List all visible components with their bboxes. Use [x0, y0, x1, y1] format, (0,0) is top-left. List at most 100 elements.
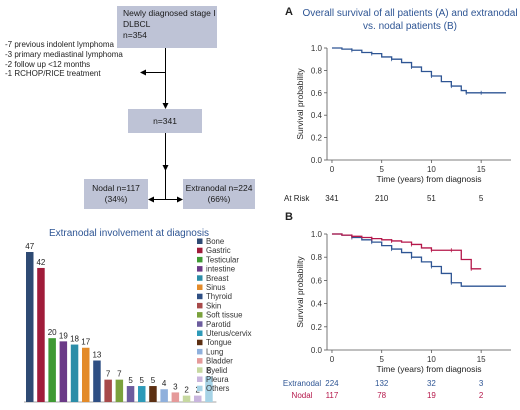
legend-swatch: [197, 275, 203, 281]
at-risk-count: 32: [427, 379, 436, 388]
legend-swatch: [197, 385, 203, 392]
bar-parotid: [126, 386, 135, 402]
y-tick-label: 1.0: [311, 230, 323, 239]
survival-a-title-line-2: vs. nodal patients (B): [363, 20, 457, 32]
y-tick-label: 0.8: [311, 253, 323, 262]
extranodal-box-line-2: (66%): [207, 194, 231, 204]
connector-split: [165, 171, 166, 200]
cohort-box-label: n=341: [153, 116, 177, 126]
legend-swatch: [197, 256, 203, 263]
bar-bone: [26, 252, 34, 402]
y-tick-label: 0.8: [311, 66, 323, 75]
bar-value-label: 13: [92, 351, 101, 360]
nodal-box: Nodal n=117 (34%): [84, 179, 148, 209]
bar-others: [205, 376, 213, 402]
extranodal-box-line-1: Extranodal n=224: [185, 183, 253, 193]
legend-item: Tongue: [206, 338, 232, 347]
connector-top: [165, 48, 166, 104]
legend-swatch: [197, 238, 203, 244]
connector-exclusion: [146, 72, 166, 73]
survival-a-title-line-1: Overall survival of all patients (A) and…: [302, 8, 518, 19]
x-axis-label: Time (years) from diagnosis: [376, 174, 481, 184]
bar-value-label: 5: [128, 376, 133, 385]
at-risk-count: 210: [375, 194, 389, 203]
x-tick-label: 5: [379, 165, 384, 174]
bar-value-label: 7: [106, 370, 111, 379]
legend-swatch: [197, 321, 203, 327]
at-risk-count: 341: [325, 194, 339, 203]
exclusion-item: -3 primary mediastinal lymphoma: [5, 49, 123, 59]
legend-swatch: [197, 367, 203, 373]
legend-swatch: [197, 330, 203, 336]
bar-skin: [104, 379, 112, 402]
bar-sinus: [82, 347, 90, 402]
bar-value-label: 5: [151, 376, 156, 385]
y-tick-label: 0.6: [311, 276, 323, 285]
at-risk-count: 78: [377, 391, 386, 400]
bar-value-label: 3: [173, 382, 178, 391]
legend-item: Others: [206, 384, 229, 393]
bar-value-label: 20: [48, 328, 57, 337]
at-risk-count: 51: [427, 194, 436, 203]
at-risk-count: 3: [479, 379, 484, 388]
y-tick-label: 0.4: [311, 300, 323, 309]
legend-swatch: [197, 312, 203, 318]
bar-value-label: 2: [184, 386, 189, 395]
x-tick-label: 15: [477, 165, 486, 174]
diagnosis-box: Newly diagnosed stage I DLBCL n=354: [117, 6, 217, 48]
legend-item: Parotid: [206, 320, 231, 329]
at-risk-count: 19: [427, 391, 436, 400]
legend-item: Breast: [206, 274, 229, 283]
legend-swatch: [197, 339, 203, 346]
bar-value-label: 42: [36, 258, 45, 267]
connector-mid: [165, 133, 166, 171]
legend-item: Skin: [206, 301, 221, 310]
legend-item: Lung: [206, 347, 223, 356]
nodal-box-line-2: (34%): [104, 194, 128, 204]
bar-pleura: [194, 395, 202, 402]
x-tick-label: 0: [330, 165, 335, 174]
bar-value-label: 47: [25, 242, 34, 251]
y-axis-label: Survival probability: [295, 68, 305, 140]
legend-swatch: [197, 358, 203, 364]
y-tick-label: 0.0: [311, 346, 323, 355]
y-tick-label: 1.0: [311, 44, 323, 53]
at-risk-count: 224: [325, 379, 339, 388]
exclusion-item: -2 follow up <12 months: [5, 59, 91, 69]
diagnosis-box-line-3: n=354: [123, 30, 147, 40]
connector-horizontal: [154, 199, 177, 200]
bar-value-label: 18: [70, 335, 79, 344]
y-tick-label: 0.4: [311, 111, 323, 120]
legend-item: intestine: [206, 265, 235, 274]
bar-value-label: 4: [162, 379, 167, 388]
legend-item: Thyroid: [206, 292, 232, 301]
y-tick-label: 0.2: [311, 323, 323, 332]
legend-swatch: [197, 247, 203, 254]
bar-soft-tissue: [115, 379, 124, 402]
bar-intestine: [59, 341, 68, 402]
y-tick-label: 0.0: [311, 156, 323, 165]
bar-value-label: 5: [140, 376, 145, 385]
y-tick-label: 0.6: [311, 89, 323, 98]
bar-bladder: [171, 392, 180, 402]
legend-item: Bone: [206, 237, 224, 246]
x-axis-label: Time (years) from diagnosis: [376, 364, 481, 374]
x-tick-label: 5: [379, 355, 384, 364]
legend-item: Bladder: [206, 357, 233, 366]
survival-a-title: Overall survival of all patients (A) and…: [300, 8, 520, 33]
bar-gastric: [37, 267, 45, 402]
y-axis-label: Survival probability: [295, 256, 305, 328]
legend-swatch: [197, 284, 203, 290]
diagnosis-box-line-1: Newly diagnosed stage I: [123, 8, 216, 18]
at-risk-count: 132: [375, 379, 389, 388]
legend-swatch: [197, 293, 203, 300]
legend-item: Uterus/cervix: [206, 329, 252, 338]
legend-item: Eyelid: [206, 366, 227, 375]
legend-swatch: [197, 302, 203, 309]
bar-value-label: 7: [117, 370, 122, 379]
bar-value-label: 19: [59, 331, 68, 340]
survival-curve-extranodal: [331, 233, 507, 287]
at-risk-count: 2: [479, 391, 484, 400]
